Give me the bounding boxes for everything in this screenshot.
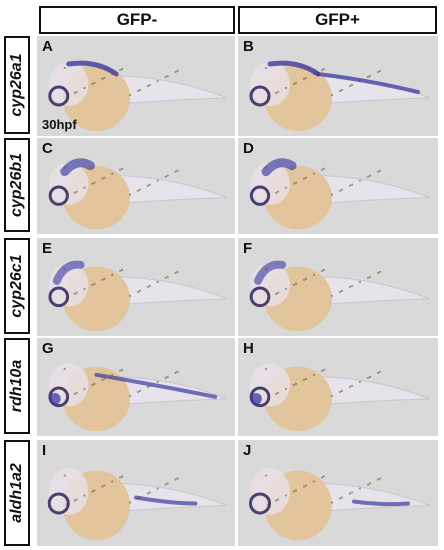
column-header-label: GFP- (116, 10, 158, 29)
column-header-gfp-negative: GFP- (39, 6, 235, 34)
gene-label: rdh10a (8, 359, 25, 413)
panel-letter: H (243, 340, 254, 357)
embryo-panel-j: J (238, 440, 438, 546)
embryo-panel-a: A 30hpf (37, 36, 235, 136)
embryo-panel-e: E (37, 238, 235, 336)
embryo-image (37, 440, 235, 546)
gene-label: cyp26c1 (8, 254, 25, 318)
panel-letter: I (42, 442, 47, 459)
panel-letter: J (243, 442, 252, 459)
gene-label: cyp26b1 (8, 152, 25, 218)
column-header-label: GFP+ (315, 10, 360, 29)
embryo-image (238, 238, 438, 336)
embryo-image (37, 338, 235, 436)
column-header-gfp-positive: GFP+ (238, 6, 437, 34)
row-label-aldh1a2: aldh1a2 (4, 440, 30, 546)
embryo-panel-c: C (37, 138, 235, 234)
embryo-image (238, 440, 438, 546)
panel-letter: F (243, 240, 253, 257)
embryo-panel-b: B (238, 36, 438, 136)
embryo-image (37, 138, 235, 234)
embryo-panel-d: D (238, 138, 438, 234)
embryo-image (37, 36, 235, 136)
panel-letter: G (42, 340, 54, 357)
panel-letter: B (243, 38, 254, 55)
embryo-image (238, 36, 438, 136)
embryo-panel-i: I (37, 440, 235, 546)
row-label-cyp26b1: cyp26b1 (4, 138, 30, 232)
row-label-rdh10a: rdh10a (4, 338, 30, 434)
stage-label: 30hpf (42, 117, 77, 132)
embryo-panel-h: H (238, 338, 438, 436)
embryo-image (37, 238, 235, 336)
embryo-image (238, 138, 438, 234)
row-label-cyp26c1: cyp26c1 (4, 238, 30, 334)
panel-letter: E (42, 240, 53, 257)
panel-letter: A (42, 38, 53, 55)
panel-letter: C (42, 140, 53, 157)
panel-letter: D (243, 140, 254, 157)
row-label-cyp26a1: cyp26a1 (4, 36, 30, 134)
gene-label: aldh1a2 (8, 463, 25, 523)
gene-label: cyp26a1 (8, 53, 25, 117)
embryo-image (238, 338, 438, 436)
embryo-panel-g: G (37, 338, 235, 436)
embryo-panel-f: F (238, 238, 438, 336)
